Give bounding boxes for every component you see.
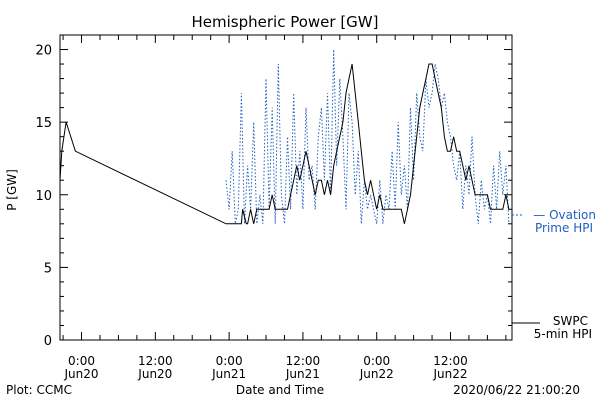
x-tick-date-label: Jun20 [137,367,172,381]
x-tick-time-label: 0:00 [216,354,243,368]
plot-frame [59,34,513,341]
footer-timestamp: 2020/06/22 21:00:20 [453,383,580,397]
x-tick-time-label: 12:00 [433,354,468,368]
x-tick-date-label: Jun22 [432,367,467,381]
legend-ovation-line2: Prime HPI [535,221,593,235]
x-tick-time-label: 12:00 [286,354,321,368]
x-axis-label: Date and Time [236,383,324,397]
series-layer [59,49,510,225]
x-tick-date-label: Jun22 [359,367,394,381]
x-tick-date-label: Jun20 [64,367,99,381]
x-tick-date-label: Jun21 [211,367,246,381]
y-tick-label: 5 [44,261,52,276]
x-tick-time-label: 12:00 [138,354,173,368]
legend-ovation-line1: — Ovation [533,208,596,222]
y-tick-label: 20 [35,44,52,59]
y-tick-label: 0 [44,334,52,349]
x-tick-time-label: 0:00 [68,354,95,368]
y-tick-label: 15 [35,116,52,131]
legend-swpc-line2: 5-min HPI [534,327,592,341]
x-tick-date-label: Jun21 [285,367,320,381]
series-line-ovation [225,49,510,224]
footer-source: Plot: CCMC [6,383,72,397]
y-axis-label: P [GW] [5,169,19,211]
series-line-swpc [59,63,510,225]
chart-title: Hemispheric Power [GW] [192,13,379,31]
x-axis: 0:00Jun2012:00Jun200:00Jun2112:00Jun210:… [62,35,507,381]
x-tick-time-label: 0:00 [363,354,390,368]
y-axis: 0 5 10 15 20 [35,44,512,349]
plot-border [59,34,513,341]
legend-swpc-line1: SWPC [553,314,588,328]
y-tick-label: 10 [35,189,52,204]
